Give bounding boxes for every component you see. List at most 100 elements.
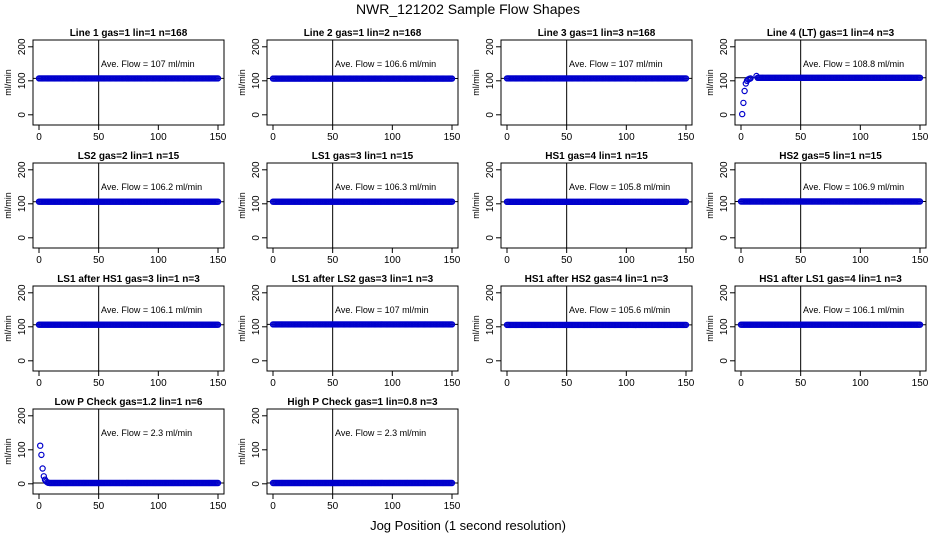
y-tick-label: 0 — [17, 481, 28, 487]
avg-flow-annotation: Ave. Flow = 106.2 ml/min — [101, 182, 202, 192]
panel-2: Line 2 gas=1 lin=2 n=168 Ave. Flow = 106.… — [237, 28, 461, 143]
data-point — [214, 321, 222, 328]
data-point — [214, 479, 222, 487]
panel-11: HS1 after HS2 gas=4 lin=1 n=3 Ave. Flow =… — [471, 274, 695, 389]
plot-frame — [734, 39, 927, 126]
x-tick-label: 100 — [852, 378, 869, 389]
panel-1: Line 1 gas=1 lin=1 n=168 Ave. Flow = 107 … — [3, 28, 227, 143]
x-tick-label: 50 — [795, 255, 807, 266]
avg-flow-annotation: Ave. Flow = 2.3 ml/min — [335, 428, 426, 438]
data-point — [448, 479, 456, 487]
y-tick-label: 100 — [719, 195, 730, 212]
x-tick-label: 150 — [678, 132, 695, 143]
x-tick-label: 100 — [150, 132, 167, 143]
plot-frame — [266, 39, 459, 126]
x-tick-label: 0 — [270, 132, 276, 143]
data-point — [916, 74, 924, 82]
data-point — [747, 75, 754, 82]
panel-7: HS1 gas=4 lin=1 n=15 Ave. Flow = 105.8 ml… — [471, 151, 695, 266]
x-tick-label: 100 — [150, 378, 167, 389]
panel-5: LS2 gas=2 lin=1 n=15 Ave. Flow = 106.2 ml… — [3, 151, 227, 266]
y-axis-label: ml/min — [237, 192, 247, 219]
x-tick-label: 50 — [327, 378, 339, 389]
avg-flow-annotation: Ave. Flow = 106.3 ml/min — [335, 182, 436, 192]
y-tick-label: 0 — [485, 358, 496, 364]
panel-title: LS1 gas=3 lin=1 n=15 — [312, 151, 414, 162]
y-tick-label: 100 — [485, 195, 496, 212]
y-tick-label: 100 — [251, 318, 262, 335]
avg-flow-annotation: Ave. Flow = 106.1 ml/min — [101, 305, 202, 315]
panel-8: HS2 gas=5 lin=1 n=15 Ave. Flow = 106.9 ml… — [705, 151, 929, 266]
plot-frame — [500, 162, 693, 249]
x-tick-label: 0 — [738, 378, 744, 389]
panel-14: High P Check gas=1 lin=0.8 n=3 Ave. Flow … — [237, 397, 461, 512]
x-tick-label: 0 — [738, 132, 744, 143]
y-tick-label: 200 — [485, 284, 496, 301]
y-tick-label: 0 — [17, 358, 28, 364]
x-tick-label: 50 — [561, 255, 573, 266]
y-axis-label: ml/min — [3, 438, 13, 465]
avg-flow-annotation: Ave. Flow = 2.3 ml/min — [101, 428, 192, 438]
avg-flow-annotation: Ave. Flow = 107 ml/min — [569, 59, 663, 69]
x-tick-label: 150 — [678, 378, 695, 389]
y-tick-label: 200 — [485, 38, 496, 55]
x-tick-label: 150 — [210, 378, 227, 389]
x-tick-label: 100 — [384, 132, 401, 143]
y-axis-label: ml/min — [471, 315, 481, 342]
y-tick-label: 200 — [719, 161, 730, 178]
x-tick-label: 150 — [678, 255, 695, 266]
data-point — [916, 198, 924, 205]
x-tick-label: 0 — [36, 378, 42, 389]
y-tick-label: 0 — [719, 112, 730, 118]
x-tick-label: 0 — [504, 132, 510, 143]
data-point — [448, 198, 456, 205]
x-tick-label: 100 — [852, 132, 869, 143]
x-tick-label: 150 — [444, 501, 461, 512]
y-tick-label: 0 — [251, 235, 262, 241]
plot-frame — [500, 39, 693, 126]
x-tick-label: 50 — [93, 501, 105, 512]
x-tick-label: 150 — [444, 132, 461, 143]
y-tick-label: 200 — [251, 407, 262, 424]
y-tick-label: 200 — [251, 284, 262, 301]
y-tick-label: 100 — [17, 195, 28, 212]
y-tick-label: 200 — [251, 38, 262, 55]
panel-13: Low P Check gas=1.2 lin=1 n=6 Ave. Flow =… — [3, 397, 227, 512]
y-tick-label: 0 — [251, 358, 262, 364]
panel-title: HS1 gas=4 lin=1 n=15 — [545, 151, 648, 162]
x-tick-label: 50 — [327, 132, 339, 143]
y-axis-label: ml/min — [3, 192, 13, 219]
panel-3: Line 3 gas=1 lin=3 n=168 Ave. Flow = 107 … — [471, 28, 695, 143]
panel-title: HS1 after LS1 gas=4 lin=1 n=3 — [759, 274, 902, 285]
figure-title: NWR_121202 Sample Flow Shapes — [355, 1, 581, 17]
y-tick-label: 100 — [251, 195, 262, 212]
plot-frame — [266, 408, 459, 495]
x-tick-label: 0 — [738, 255, 744, 266]
y-tick-label: 0 — [251, 481, 262, 487]
x-tick-label: 150 — [912, 132, 929, 143]
y-tick-label: 100 — [485, 318, 496, 335]
plot-frame — [32, 39, 225, 126]
data-point — [40, 473, 48, 480]
x-tick-label: 100 — [618, 132, 635, 143]
x-tick-label: 100 — [618, 378, 635, 389]
x-tick-label: 100 — [852, 255, 869, 266]
x-tick-label: 50 — [93, 255, 105, 266]
plot-frame — [500, 285, 693, 372]
avg-flow-annotation: Ave. Flow = 105.6 ml/min — [569, 305, 670, 315]
avg-flow-annotation: Ave. Flow = 107 ml/min — [335, 305, 429, 315]
x-tick-label: 150 — [210, 132, 227, 143]
y-tick-label: 100 — [251, 441, 262, 458]
data-point — [448, 321, 456, 328]
y-tick-label: 0 — [485, 112, 496, 118]
x-tick-label: 100 — [384, 378, 401, 389]
y-tick-label: 0 — [719, 235, 730, 241]
x-tick-label: 100 — [618, 255, 635, 266]
plot-frame — [266, 285, 459, 372]
x-tick-label: 100 — [150, 255, 167, 266]
y-tick-label: 0 — [719, 358, 730, 364]
figure-x-axis-title: Jog Position (1 second resolution) — [370, 518, 566, 533]
panel-title: HS2 gas=5 lin=1 n=15 — [779, 151, 882, 162]
y-tick-label: 0 — [17, 235, 28, 241]
y-axis-label: ml/min — [3, 315, 13, 342]
